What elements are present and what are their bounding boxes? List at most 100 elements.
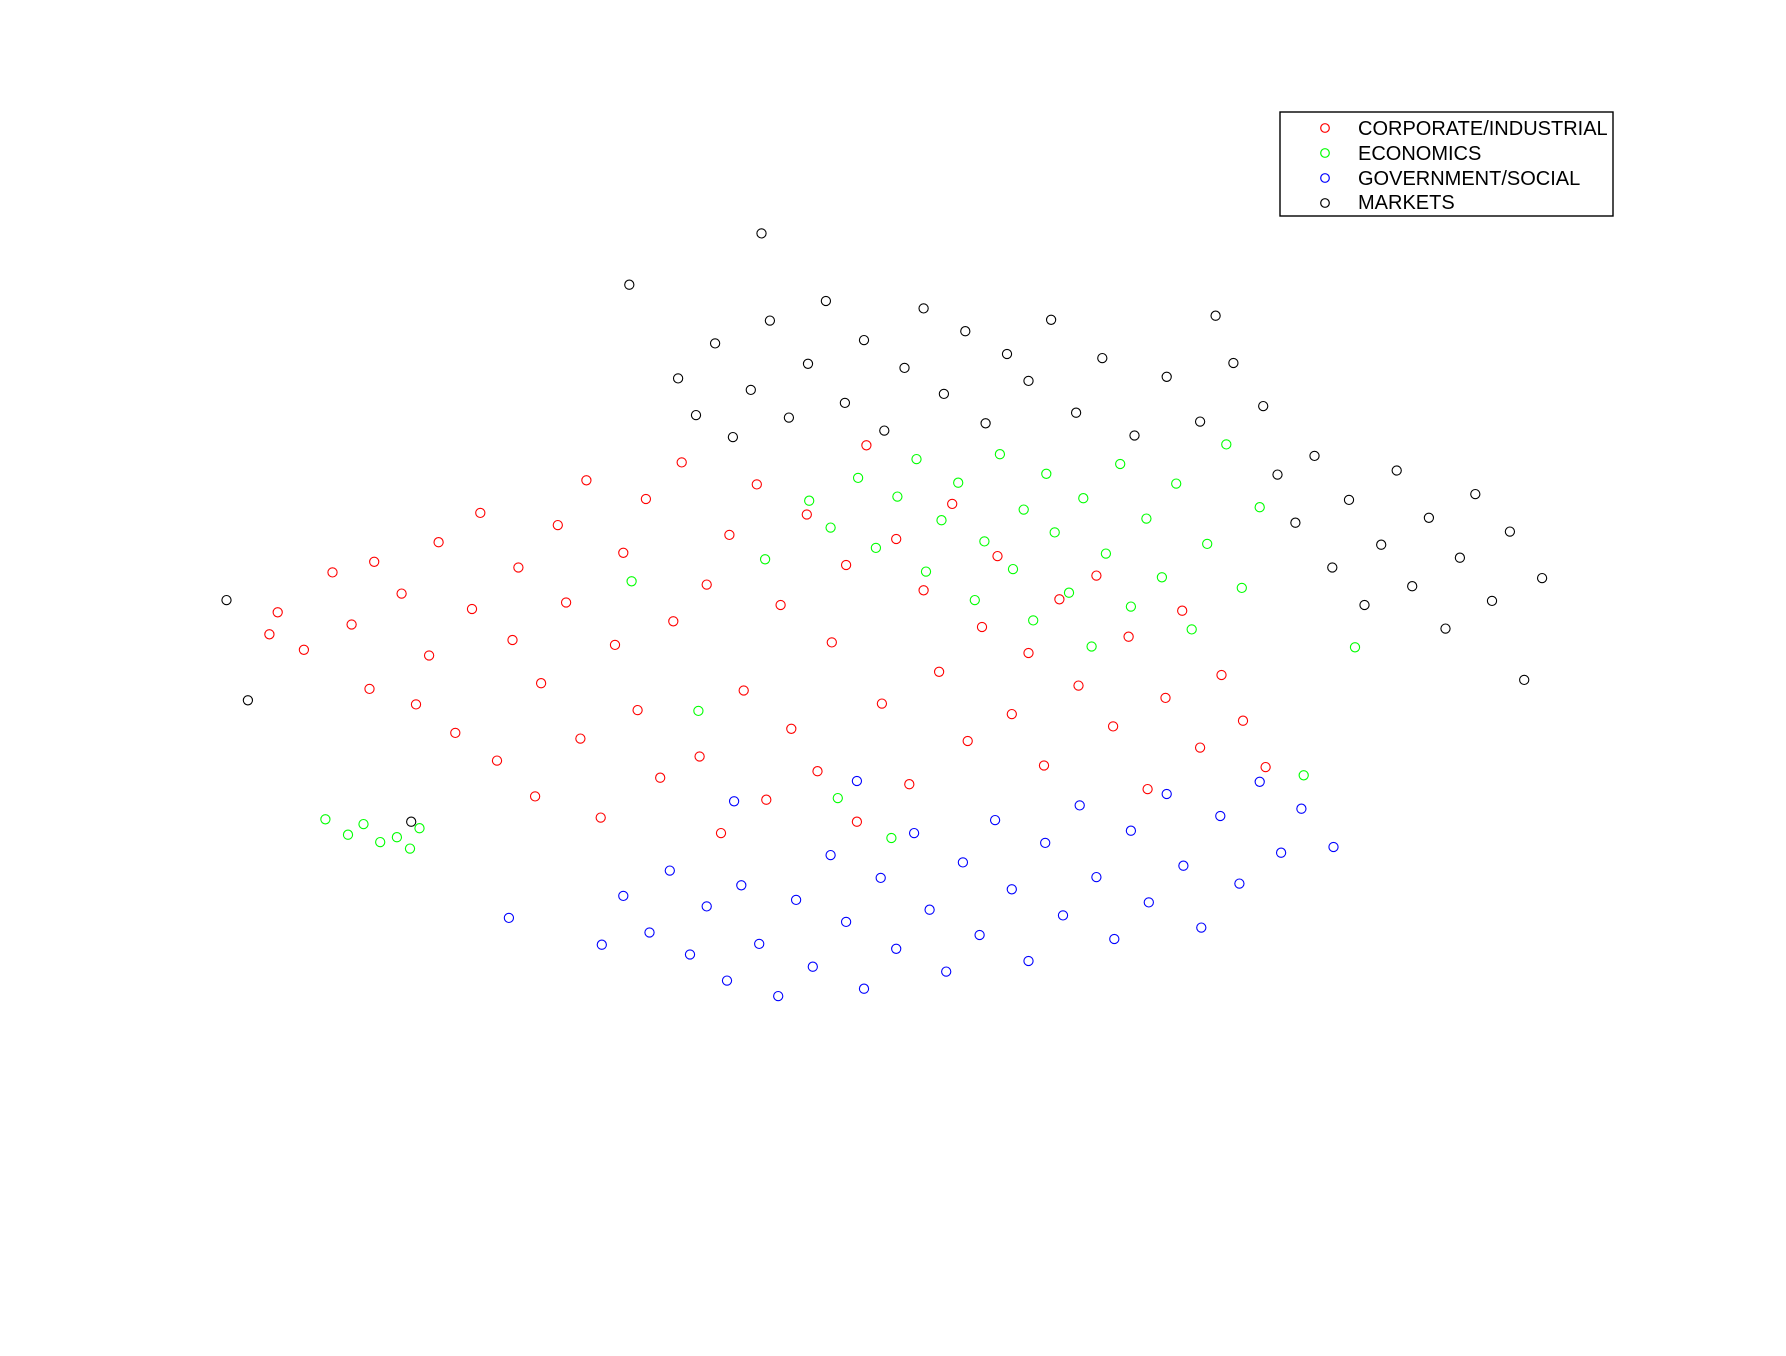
data-point — [676, 457, 687, 468]
data-point — [879, 425, 890, 436]
data-point — [618, 547, 629, 558]
data-point — [947, 498, 958, 510]
data-point — [1309, 450, 1320, 462]
data-point — [1194, 416, 1206, 427]
data-point — [899, 362, 910, 374]
data-point — [886, 832, 897, 844]
data-point — [1086, 641, 1097, 652]
data-point — [1194, 742, 1206, 753]
data-point — [1254, 776, 1265, 787]
data-point — [414, 823, 425, 834]
data-point — [1129, 430, 1140, 441]
data-point — [1045, 314, 1057, 325]
data-point — [918, 585, 929, 596]
data-point — [320, 814, 331, 825]
data-point — [812, 766, 823, 777]
data-point — [1178, 860, 1189, 871]
data-point — [825, 522, 836, 533]
data-point — [751, 479, 762, 490]
data-point — [832, 792, 843, 804]
data-point — [1327, 562, 1338, 573]
data-point — [668, 616, 679, 627]
legend-box — [1279, 111, 1614, 217]
legend-marker-corporate-industrial — [1320, 123, 1330, 133]
data-point — [1143, 897, 1154, 908]
data-point — [1156, 572, 1168, 583]
data-point — [529, 791, 541, 802]
data-point — [684, 949, 696, 960]
data-point — [761, 794, 772, 805]
data-point — [693, 705, 704, 717]
data-point — [1328, 841, 1339, 853]
data-point — [775, 599, 786, 611]
data-point — [375, 836, 386, 848]
data-point — [1298, 770, 1309, 781]
data-point — [1023, 955, 1034, 967]
data-point — [552, 519, 563, 531]
data-point — [1023, 647, 1034, 659]
data-point — [786, 723, 797, 734]
data-point — [924, 904, 935, 915]
data-point — [1216, 669, 1227, 681]
data-point — [404, 843, 416, 854]
data-point — [1349, 642, 1361, 653]
data-point — [858, 983, 870, 994]
data-point — [1160, 692, 1171, 704]
data-point — [466, 603, 478, 615]
legend-label-economics: ECONOMICS — [1358, 143, 1481, 165]
data-point — [1290, 517, 1301, 528]
data-point — [960, 326, 971, 337]
data-point — [1407, 581, 1418, 592]
data-point — [851, 816, 863, 827]
data-point — [1070, 407, 1082, 418]
data-point — [560, 597, 572, 608]
data-point — [773, 990, 784, 1002]
data-point — [1376, 539, 1387, 550]
series-markets-points — [221, 228, 1548, 827]
data-point — [728, 796, 740, 807]
data-point — [736, 880, 747, 891]
data-point — [754, 938, 765, 950]
data-point — [724, 529, 735, 541]
data-point — [745, 384, 756, 396]
series-corporate-industrial-points — [264, 440, 1271, 839]
data-point — [721, 975, 733, 986]
data-point — [918, 303, 929, 314]
data-point — [756, 228, 767, 239]
data-point — [1186, 624, 1197, 635]
data-point — [904, 779, 915, 790]
data-point — [994, 449, 1006, 460]
data-point — [655, 772, 666, 783]
data-point — [1123, 631, 1134, 642]
data-point — [802, 358, 814, 369]
data-point — [1440, 623, 1451, 634]
data-point — [1236, 582, 1247, 594]
data-point — [1007, 563, 1019, 575]
data-point — [936, 515, 947, 526]
data-point — [933, 666, 945, 677]
data-point — [618, 890, 629, 902]
data-point — [892, 491, 903, 502]
data-point — [1006, 708, 1017, 720]
data-point — [1073, 680, 1084, 691]
data-point — [410, 699, 422, 710]
data-point — [1171, 478, 1182, 489]
series-economics-points — [320, 439, 1361, 854]
data-point — [1359, 599, 1370, 611]
data-point — [391, 832, 403, 843]
data-point — [609, 639, 621, 651]
data-point — [1486, 595, 1498, 607]
data-point — [1215, 810, 1226, 822]
data-point — [1041, 468, 1052, 479]
data-point — [1125, 825, 1137, 836]
data-point — [1423, 512, 1435, 523]
data-point — [626, 576, 637, 587]
data-point — [738, 685, 749, 696]
data-point — [709, 338, 721, 349]
data-point — [979, 536, 990, 547]
data-point — [1161, 788, 1172, 800]
data-point — [790, 894, 802, 906]
data-point — [908, 827, 920, 839]
